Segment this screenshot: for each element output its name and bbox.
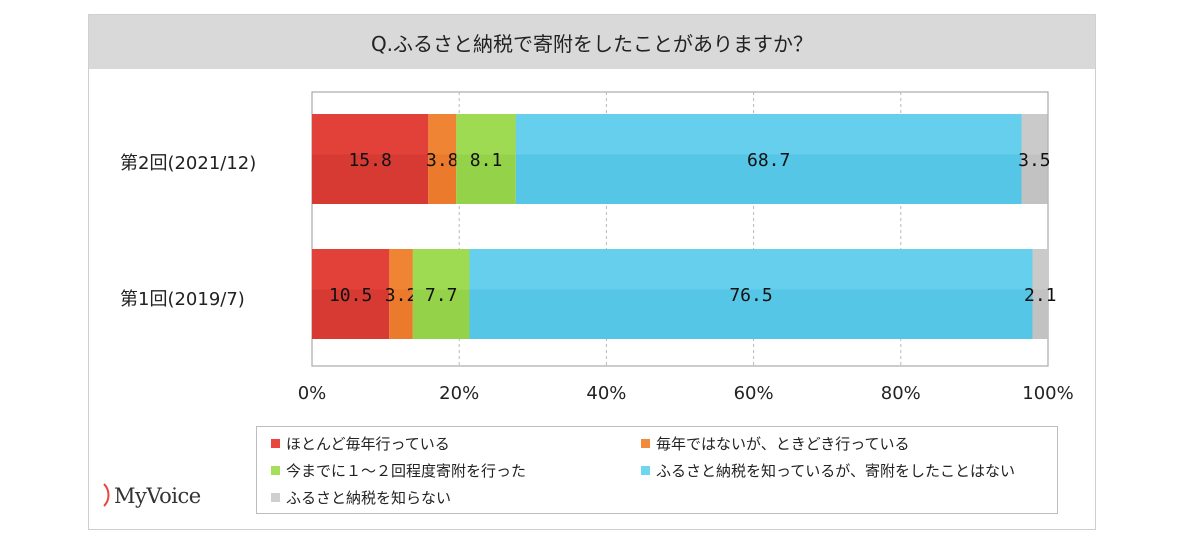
x-tick-label: 100%	[1022, 383, 1074, 404]
chart-title: Q.ふるさと納税で寄附をしたことがありますか？	[89, 15, 1095, 69]
category-label-1: 第2回(2021/12)	[120, 153, 257, 174]
data-label: 3.5	[1018, 150, 1051, 171]
x-tick-label: 80%	[880, 383, 921, 404]
data-label: 3.2	[385, 285, 418, 306]
data-label: 10.5	[329, 285, 372, 306]
legend-label: 毎年ではないが、ときどき行っている	[656, 435, 910, 453]
bar-highlight	[312, 114, 429, 155]
data-label: 7.7	[425, 285, 458, 306]
logo-icon	[103, 483, 110, 507]
legend-item-sometimes: 毎年ではないが、ときどき行っている	[641, 433, 910, 454]
legend-label: 今までに１～２回程度寄附を行った	[286, 462, 527, 480]
bar-highlight	[1032, 249, 1048, 290]
legend-item-every-year: ほとんど毎年行っている	[271, 433, 450, 454]
legend: ほとんど毎年行っている 毎年ではないが、ときどき行っている 今までに１～２回程度…	[256, 426, 1058, 514]
legend-swatch	[271, 439, 280, 448]
legend-label: ほとんど毎年行っている	[286, 435, 450, 453]
data-label: 3.8	[426, 150, 459, 171]
legend-swatch	[271, 466, 280, 475]
bar-highlight	[412, 249, 470, 290]
bar-highlight	[469, 249, 1033, 290]
bar-highlight	[515, 114, 1022, 155]
data-label: 76.5	[729, 285, 772, 306]
x-tick-label: 40%	[586, 383, 627, 404]
x-tick-label: 0%	[297, 383, 327, 404]
bar-highlight	[456, 114, 516, 155]
category-label-2: 第1回(2019/7)	[120, 289, 245, 310]
data-label: 2.1	[1024, 285, 1057, 306]
bar-highlight	[428, 114, 457, 155]
data-label: 15.8	[348, 150, 391, 171]
legend-item-dont-know: ふるさと納税を知らない	[271, 487, 451, 508]
legend-item-once-or-twice: 今までに１～２回程度寄附を行った	[271, 460, 526, 481]
data-label: 68.7	[747, 150, 790, 171]
bar-highlight	[312, 249, 390, 290]
myvoice-logo: MyVoice	[114, 484, 201, 508]
bar-highlight	[1021, 114, 1048, 155]
legend-label: ふるさと納税を知っているが、寄附をしたことはない	[656, 462, 1015, 480]
x-tick-label: 20%	[439, 383, 480, 404]
legend-swatch	[641, 466, 650, 475]
bar-highlight	[389, 249, 413, 290]
legend-swatch	[641, 439, 650, 448]
x-tick-label: 60%	[733, 383, 774, 404]
legend-label: ふるさと納税を知らない	[286, 489, 452, 507]
legend-item-know-never: ふるさと納税を知っているが、寄附をしたことはない	[641, 460, 1015, 481]
data-label: 8.1	[470, 150, 503, 171]
legend-swatch	[271, 493, 280, 502]
